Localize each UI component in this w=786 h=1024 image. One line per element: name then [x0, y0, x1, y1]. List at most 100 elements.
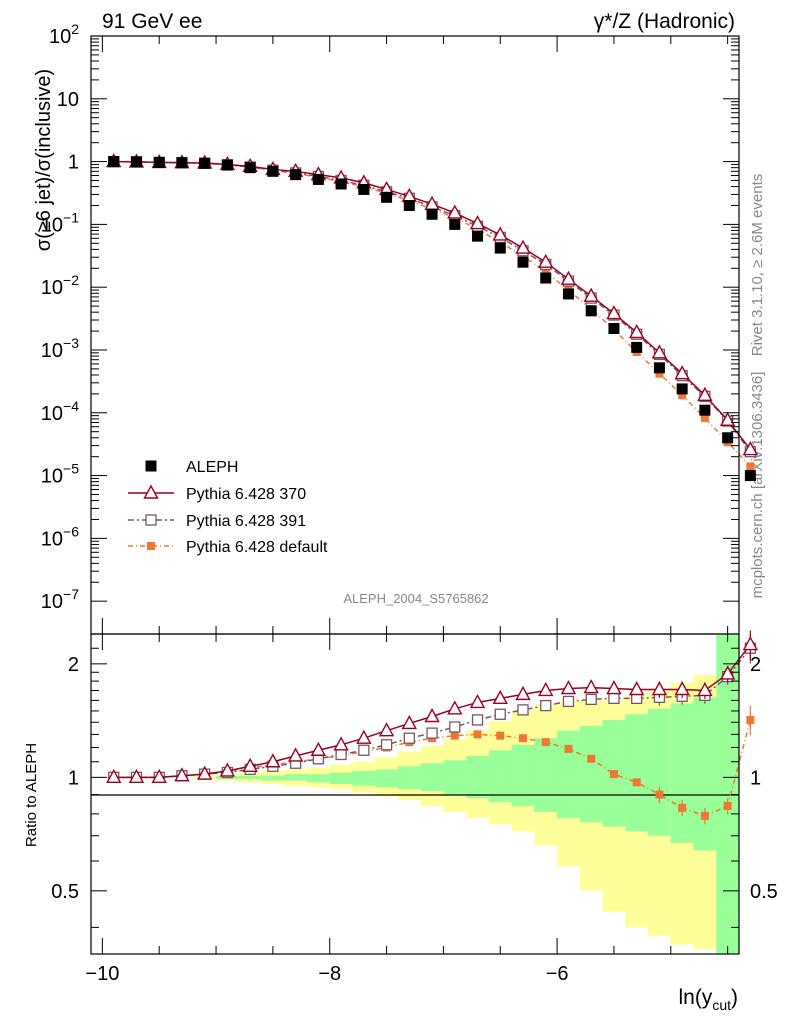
ratio-point-p391 [608, 692, 620, 705]
ratio-point-pdef [723, 801, 732, 810]
top-point-aleph [176, 157, 188, 169]
ratio-point-p370 [674, 681, 690, 696]
ratio-y-tick-label: 1 [68, 767, 79, 789]
green-band-bin [261, 775, 285, 781]
top-y-tick-label: 10−7 [41, 586, 79, 613]
green-band-bin [329, 772, 353, 785]
mcplots-info: mcplots.cern.ch [arXiv:1306.3436] [749, 372, 766, 599]
ratio-point-p370 [515, 685, 531, 701]
ratio-point-p370 [378, 722, 395, 737]
ratio-point-pdef [609, 770, 618, 779]
green-band-bin [625, 714, 649, 832]
ratio-y-tick-label-right: 1 [750, 767, 761, 789]
green-band-bin [375, 769, 398, 788]
top-point-p370 [742, 441, 759, 456]
top-panel-series [106, 153, 759, 482]
ratio-point-p370 [538, 681, 554, 697]
legend-marker-p370 [143, 484, 159, 499]
top-y-tick-base: 10 [57, 89, 79, 111]
x-tick-label: −6 [546, 963, 569, 985]
ratio-point-p370 [265, 753, 281, 768]
ratio-point-p370 [197, 765, 213, 780]
green-band-bin [670, 703, 694, 843]
top-point-p370 [583, 287, 599, 302]
green-band-bin [466, 755, 489, 799]
top-point-aleph [426, 208, 438, 220]
green-band-bin [693, 697, 717, 851]
top-y-tick-label: 10−2 [41, 272, 79, 299]
top-y-tick-exponent: 2 [71, 21, 79, 37]
top-y-tick-label: 10−1 [41, 209, 79, 236]
top-point-aleph [267, 165, 279, 177]
ratio-point-p370 [219, 762, 236, 777]
header-right: γ*/Z (Hadronic) [594, 10, 735, 33]
top-y-tick-exponent: −1 [63, 209, 79, 225]
top-point-aleph [381, 191, 393, 203]
top-y-tick-base: 10 [41, 214, 63, 236]
top-point-aleph [676, 383, 688, 395]
ratio-point-p370 [469, 693, 486, 709]
legend-label-p370: Pythia 6.428 370 [186, 486, 306, 503]
x-axis-label: ln(ycut) [678, 986, 738, 1013]
ratio-point-p370 [719, 665, 736, 680]
ratio-point-p370 [492, 689, 508, 705]
top-point-p370 [447, 204, 463, 219]
top-point-p370 [515, 239, 531, 254]
top-y-tick-exponent: −6 [63, 523, 79, 539]
legend: ALEPH Pythia 6.428 370 Pythia 6.428 391 Pyt… [128, 459, 328, 556]
ratio-point-p391 [540, 699, 552, 712]
green-band-bin [579, 725, 603, 823]
top-point-aleph [699, 404, 711, 416]
ratio-point-p370 [151, 768, 167, 784]
x-tick-label: −10 [85, 963, 119, 985]
top-point-pdef [678, 391, 687, 400]
legend-label-pdef: Pythia 6.428 default [186, 539, 328, 556]
ratio-line-pdef [113, 719, 752, 817]
top-point-aleph [312, 173, 324, 185]
top-point-aleph [517, 256, 529, 268]
top-point-p370 [492, 226, 508, 241]
ratio-point-p391 [517, 704, 529, 716]
top-point-aleph [403, 199, 415, 211]
top-point-p370 [469, 215, 486, 230]
ratio-point-p370 [401, 714, 417, 730]
x-axis-label-close: ) [731, 986, 738, 1009]
ratio-point-pdef [678, 803, 687, 812]
top-point-p370 [674, 365, 690, 380]
ratio-point-p391 [494, 708, 506, 720]
ratio-point-pdef [655, 790, 664, 799]
top-y-tick-base: 10 [41, 528, 63, 550]
ratio-point-pdef [473, 730, 482, 739]
top-y-tick-label: 10−6 [41, 523, 79, 550]
green-band-bin [397, 766, 421, 790]
top-point-aleph [653, 362, 665, 374]
ratio-point-p391 [403, 732, 415, 744]
ratio-point-p370 [606, 680, 622, 695]
ratio-point-p370 [287, 747, 304, 762]
top-point-p370 [697, 386, 713, 401]
ratio-point-p391 [358, 744, 370, 756]
top-y-tick-label: 10−3 [41, 335, 79, 362]
ratio-point-p391 [335, 748, 347, 761]
top-y-tick-base: 1 [68, 152, 79, 174]
legend-marker-p391 [145, 514, 157, 526]
top-point-aleph [199, 157, 211, 169]
ratio-y-axis-label: Ratio to ALEPH [23, 743, 40, 847]
header-left: 91 GeV ee [102, 10, 202, 33]
top-point-aleph [153, 156, 165, 168]
ratio-point-pdef [632, 778, 641, 787]
top-point-aleph [358, 183, 370, 195]
top-y-axis-label: σ(≥6 jet)/σ(inclusive) [33, 69, 55, 251]
green-band-bin [238, 775, 262, 779]
green-band-bin [284, 774, 307, 781]
ratio-point-p370 [424, 708, 440, 723]
ratio-point-p370 [447, 700, 463, 715]
top-y-tick-base: 10 [41, 403, 63, 425]
ratio-panel-frame [90, 633, 740, 955]
top-y-tick-label: 10−5 [41, 461, 79, 488]
top-y-tick-label: 10 [57, 89, 79, 111]
top-y-tick-exponent: −4 [63, 398, 79, 414]
legend-label-p391: Pythia 6.428 391 [186, 513, 306, 530]
top-y-tick-exponent: −2 [63, 272, 79, 288]
